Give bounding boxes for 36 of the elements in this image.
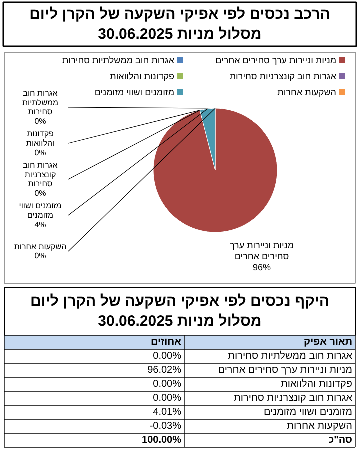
text: היקף נכסים לפי אפיקי השקעה של הקרן ליום 30.06.2025 מסלול מניות xyxy=(30,292,330,330)
text: תאור אפיק xyxy=(304,337,352,348)
data-label: 0.00% xyxy=(153,393,182,404)
category-label: השקעות אחרות xyxy=(287,421,353,432)
text: 0% xyxy=(34,189,46,198)
text: 100.00% xyxy=(142,435,182,446)
data-label: 96% xyxy=(252,262,272,272)
category-label: אגרות חוב קונצרניות סחירות xyxy=(234,393,354,404)
category-label: פקדונות והלוואות xyxy=(280,378,353,390)
data-label: -0.03% xyxy=(150,421,182,432)
category-label: אגרות חוב ממשלתיות סחירות xyxy=(228,350,354,362)
data-label: 96.02% xyxy=(148,365,182,376)
data-label: 0.00% xyxy=(153,351,182,362)
legend-label: אגרות חוב ממשלתיות סחירות xyxy=(62,56,175,66)
category-label: השקעות אחרות xyxy=(14,242,67,252)
text: 0% xyxy=(34,148,46,158)
legend-label: מניות וניירות ערך סחירים אחרים xyxy=(216,56,337,66)
legend-label: השקעות אחרות xyxy=(278,88,337,98)
text: 0% xyxy=(34,252,46,261)
text: סה"כ xyxy=(328,435,353,446)
category-label: מניות וניירות ערך סחירים אחרים xyxy=(218,365,353,376)
text: אחוזים xyxy=(150,337,182,348)
chart-title: הרכב נכסים לפי אפיקי השקעה של הקרן ליום 30.06.2025 מסלול מניות xyxy=(30,6,330,44)
slice-label: מזומנים ושווי מזומנים xyxy=(19,202,62,220)
slice-label: מניות וניירות ערך סחירים אחרים xyxy=(230,240,294,262)
category-label: פקדונות והלוואות xyxy=(26,130,55,148)
category-label: אגרות חוב קונצרניות סחירות xyxy=(23,160,58,189)
category-label: מזומנים ושווי מזומנים xyxy=(264,407,353,418)
legend-label: פקדונות והלוואות xyxy=(110,72,175,82)
data-label: 0.00% xyxy=(153,379,182,390)
legend-label: מזומנים ושווי מזומנים xyxy=(94,88,175,98)
text: 0% xyxy=(34,117,46,126)
category-label: אגרות חוב ממשלתיות סחירות xyxy=(22,88,59,117)
data-label: 4.01% xyxy=(153,407,182,418)
data-label: 4% xyxy=(34,220,46,230)
legend-label: אגרות חוב קונצרניות סחירות xyxy=(230,72,337,82)
